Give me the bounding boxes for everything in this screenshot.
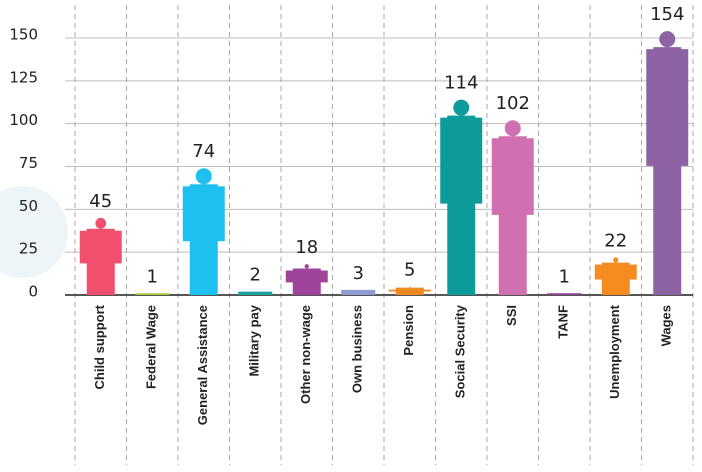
y-tick-label: 0 [28, 283, 38, 301]
x-tick-label: TANF [556, 305, 571, 339]
value-label: 154 [650, 4, 684, 25]
y-tick-label: 125 [9, 68, 38, 86]
value-label: 22 [604, 230, 627, 251]
bar [182, 168, 225, 295]
value-label: 5 [404, 259, 415, 280]
value-label: 2 [250, 265, 261, 286]
decoration [0, 186, 68, 278]
value-label: 1 [147, 266, 158, 287]
x-tick-label: Wages [659, 305, 674, 346]
value-label: 45 [89, 191, 112, 212]
y-tick-label: 150 [9, 26, 38, 44]
y-tick-label: 75 [19, 154, 38, 172]
bar [491, 120, 534, 295]
x-tick-label: Military pay [247, 304, 262, 376]
x-tick-label: Other non-wage [298, 305, 313, 404]
x-tick-label: Child support [92, 304, 107, 389]
bar [547, 293, 582, 295]
x-tick-label: Pension [401, 305, 416, 356]
value-label: 3 [353, 263, 364, 284]
x-tick-label: Federal Wage [144, 305, 159, 389]
bar [388, 286, 431, 295]
x-tick-label: Social Security [453, 304, 468, 398]
x-tick-label: Unemployment [607, 304, 622, 399]
value-label: 114 [444, 73, 478, 94]
x-tick-label: General Assistance [195, 305, 210, 425]
bar [646, 31, 689, 295]
value-label: 74 [192, 141, 215, 162]
y-tick-label: 25 [19, 240, 38, 258]
bar [594, 257, 637, 295]
bar [341, 289, 376, 295]
x-tick-label: Own business [350, 305, 365, 393]
value-label: 1 [559, 266, 570, 287]
y-tick-label: 50 [19, 197, 38, 215]
bar [440, 99, 483, 296]
bar [79, 217, 122, 295]
value-label: 102 [496, 93, 530, 114]
y-tick-label: 100 [9, 111, 38, 129]
value-label: 18 [295, 237, 318, 258]
x-tick-label: SSI [504, 305, 519, 326]
bar [135, 293, 170, 295]
bar [285, 264, 328, 295]
bar [238, 291, 273, 295]
